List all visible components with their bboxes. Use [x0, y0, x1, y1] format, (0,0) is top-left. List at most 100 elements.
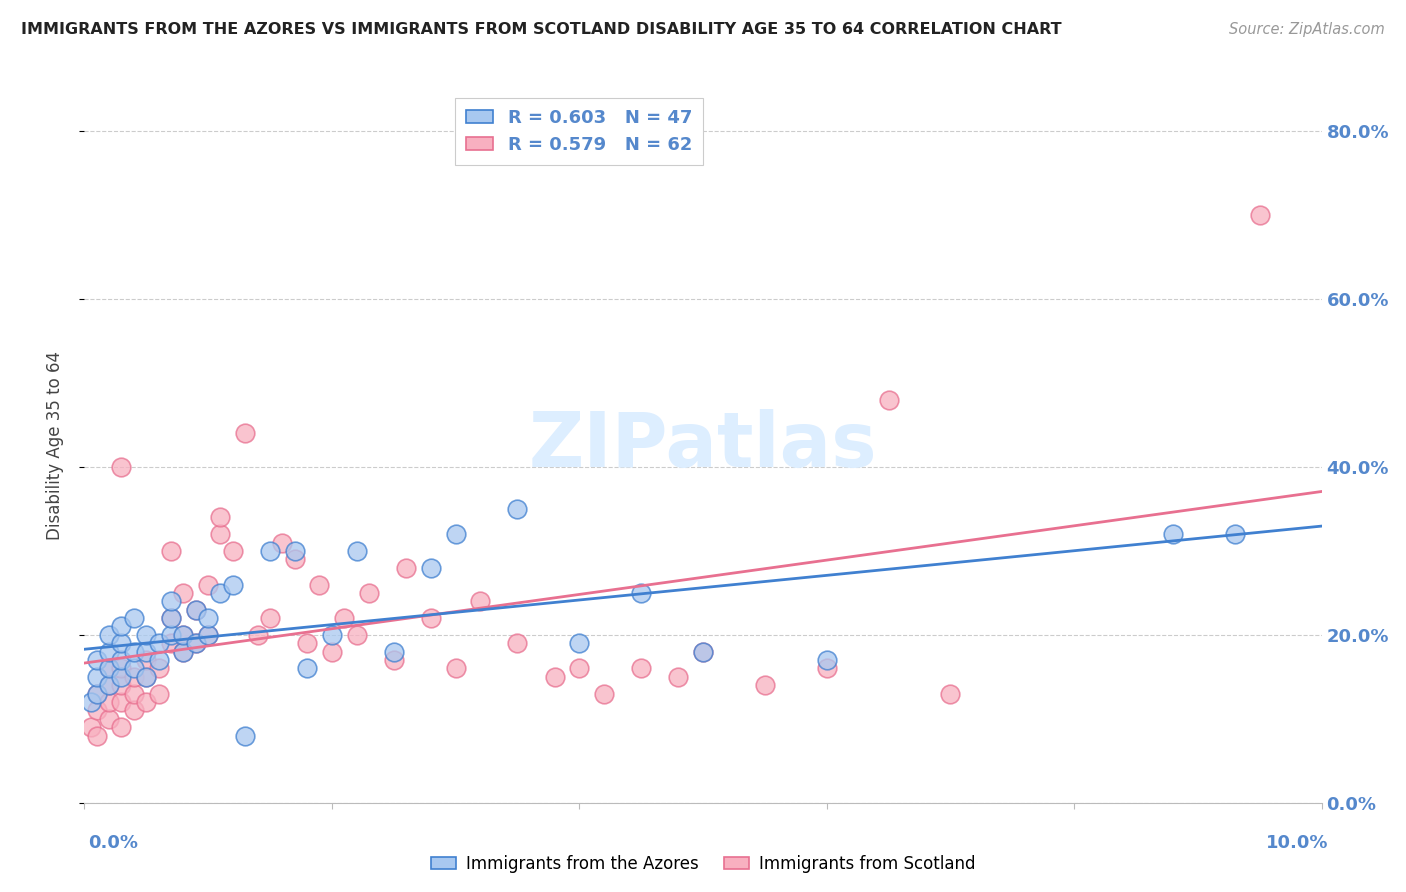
Point — [135, 628, 157, 642]
Point — [506, 636, 529, 650]
Point — [135, 695, 157, 709]
Point — [184, 636, 207, 650]
Point — [233, 426, 256, 441]
Point — [382, 653, 405, 667]
Point — [815, 661, 838, 675]
Point — [321, 628, 343, 642]
Text: 10.0%: 10.0% — [1267, 834, 1329, 852]
Point — [110, 720, 132, 734]
Point — [98, 661, 121, 675]
Point — [135, 653, 157, 667]
Point — [470, 594, 492, 608]
Point — [284, 544, 307, 558]
Point — [444, 527, 467, 541]
Point — [160, 544, 183, 558]
Point — [86, 729, 108, 743]
Point — [148, 653, 170, 667]
Point — [172, 645, 194, 659]
Point — [184, 636, 207, 650]
Point — [1161, 527, 1184, 541]
Point — [98, 678, 121, 692]
Point — [160, 628, 183, 642]
Point — [110, 678, 132, 692]
Text: ZIPatlas: ZIPatlas — [529, 409, 877, 483]
Point — [135, 670, 157, 684]
Point — [271, 535, 294, 549]
Point — [110, 619, 132, 633]
Point — [110, 636, 132, 650]
Point — [395, 560, 418, 574]
Point — [346, 628, 368, 642]
Point — [284, 552, 307, 566]
Point — [86, 687, 108, 701]
Point — [382, 645, 405, 659]
Point — [233, 729, 256, 743]
Point — [98, 661, 121, 675]
Point — [86, 687, 108, 701]
Y-axis label: Disability Age 35 to 64: Disability Age 35 to 64 — [45, 351, 63, 541]
Point — [419, 560, 441, 574]
Point — [79, 695, 101, 709]
Point — [148, 636, 170, 650]
Point — [308, 577, 330, 591]
Point — [184, 603, 207, 617]
Point — [630, 661, 652, 675]
Text: IMMIGRANTS FROM THE AZORES VS IMMIGRANTS FROM SCOTLAND DISABILITY AGE 35 TO 64 C: IMMIGRANTS FROM THE AZORES VS IMMIGRANTS… — [21, 22, 1062, 37]
Point — [98, 695, 121, 709]
Point — [172, 628, 194, 642]
Point — [333, 611, 356, 625]
Point — [209, 586, 232, 600]
Point — [86, 703, 108, 717]
Point — [593, 687, 616, 701]
Point — [160, 611, 183, 625]
Point — [1223, 527, 1246, 541]
Point — [122, 703, 145, 717]
Point — [160, 636, 183, 650]
Point — [295, 636, 318, 650]
Point — [357, 586, 380, 600]
Point — [122, 670, 145, 684]
Point — [122, 661, 145, 675]
Point — [543, 670, 565, 684]
Point — [877, 392, 900, 407]
Point — [110, 695, 132, 709]
Point — [172, 586, 194, 600]
Point — [98, 712, 121, 726]
Point — [160, 594, 183, 608]
Point — [444, 661, 467, 675]
Point — [135, 645, 157, 659]
Point — [197, 611, 219, 625]
Point — [148, 687, 170, 701]
Point — [98, 678, 121, 692]
Point — [122, 611, 145, 625]
Point — [197, 628, 219, 642]
Point — [172, 628, 194, 642]
Point — [135, 670, 157, 684]
Point — [259, 544, 281, 558]
Legend: Immigrants from the Azores, Immigrants from Scotland: Immigrants from the Azores, Immigrants f… — [425, 848, 981, 880]
Point — [568, 636, 591, 650]
Point — [259, 611, 281, 625]
Point — [346, 544, 368, 558]
Point — [197, 577, 219, 591]
Point — [815, 653, 838, 667]
Point — [98, 645, 121, 659]
Point — [110, 460, 132, 475]
Point — [506, 502, 529, 516]
Point — [321, 645, 343, 659]
Point — [568, 661, 591, 675]
Point — [98, 628, 121, 642]
Point — [939, 687, 962, 701]
Point — [110, 670, 132, 684]
Point — [160, 611, 183, 625]
Point — [209, 510, 232, 524]
Point — [110, 653, 132, 667]
Point — [692, 645, 714, 659]
Point — [419, 611, 441, 625]
Point — [122, 687, 145, 701]
Point — [692, 645, 714, 659]
Point — [1249, 208, 1271, 222]
Point — [122, 645, 145, 659]
Point — [666, 670, 689, 684]
Text: Source: ZipAtlas.com: Source: ZipAtlas.com — [1229, 22, 1385, 37]
